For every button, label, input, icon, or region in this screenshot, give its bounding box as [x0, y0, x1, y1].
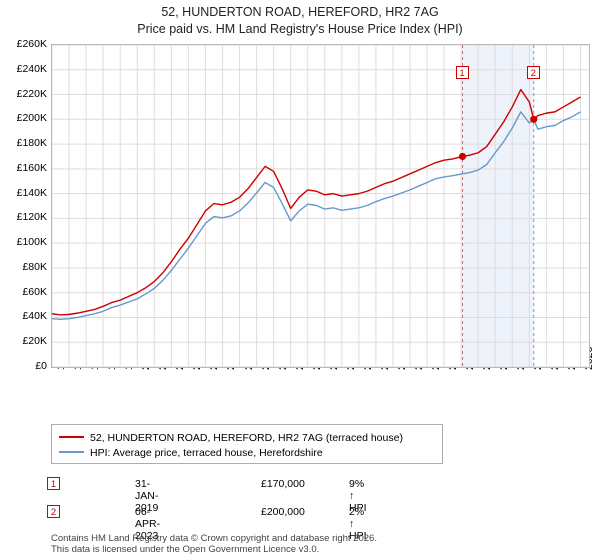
y-tick-label: £60K	[22, 285, 47, 298]
sale-index-2: 2	[47, 505, 60, 518]
y-tick-label: £220K	[16, 87, 47, 100]
legend-swatch-1	[59, 451, 84, 454]
footer-line-1: Contains HM Land Registry data © Crown c…	[51, 533, 377, 544]
legend-entry-0: 52, HUNDERTON ROAD, HEREFORD, HR2 7AG (t…	[59, 432, 403, 444]
legend-swatch-0	[59, 436, 84, 439]
series-line	[52, 111, 581, 321]
y-tick-label: £100K	[16, 236, 47, 249]
y-tick-label: £40K	[22, 310, 47, 323]
y-tick-label: £0	[35, 360, 47, 372]
y-tick-label: £240K	[16, 62, 47, 75]
sale-date-2: 06-APR-2023	[135, 506, 161, 542]
series-line	[52, 88, 581, 316]
shaded-sale-period	[462, 45, 534, 367]
legend-entry-1: HPI: Average price, terraced house, Here…	[59, 447, 323, 459]
y-tick-label: £180K	[16, 137, 47, 150]
y-tick-label: £200K	[16, 112, 47, 125]
plot-area	[51, 44, 590, 368]
page-title: 52, HUNDERTON ROAD, HEREFORD, HR2 7AG	[161, 5, 439, 19]
sale-point	[458, 152, 467, 161]
sale-date-1: 31-JAN-2019	[135, 478, 159, 514]
page-subtitle: Price paid vs. HM Land Registry's House …	[137, 22, 463, 36]
legend-label-1: HPI: Average price, terraced house, Here…	[90, 447, 323, 459]
sale-price-1: £170,000	[261, 478, 305, 490]
y-tick-label: £160K	[16, 161, 47, 174]
sale-index-1: 1	[47, 477, 60, 490]
footer-line-2: This data is licensed under the Open Gov…	[51, 544, 320, 555]
chart-marker-1[interactable]: 1	[455, 66, 469, 79]
y-tick-label: £140K	[16, 186, 47, 199]
sale-price-2: £200,000	[261, 506, 305, 518]
y-tick-label: £120K	[16, 211, 47, 224]
chart-svg	[52, 45, 589, 367]
chart-legend: 52, HUNDERTON ROAD, HEREFORD, HR2 7AG (t…	[51, 424, 443, 464]
sale-hpi-1: 9% ↑ HPI	[349, 478, 367, 514]
chart-marker-2[interactable]: 2	[526, 66, 540, 79]
sale-hpi-2: 2% ↑ HPI	[349, 506, 367, 542]
y-tick-label: £260K	[16, 38, 47, 50]
legend-label-0: 52, HUNDERTON ROAD, HEREFORD, HR2 7AG (t…	[90, 432, 403, 444]
sale-point	[530, 115, 538, 123]
y-tick-label: £80K	[22, 260, 47, 273]
y-tick-label: £20K	[22, 335, 47, 348]
